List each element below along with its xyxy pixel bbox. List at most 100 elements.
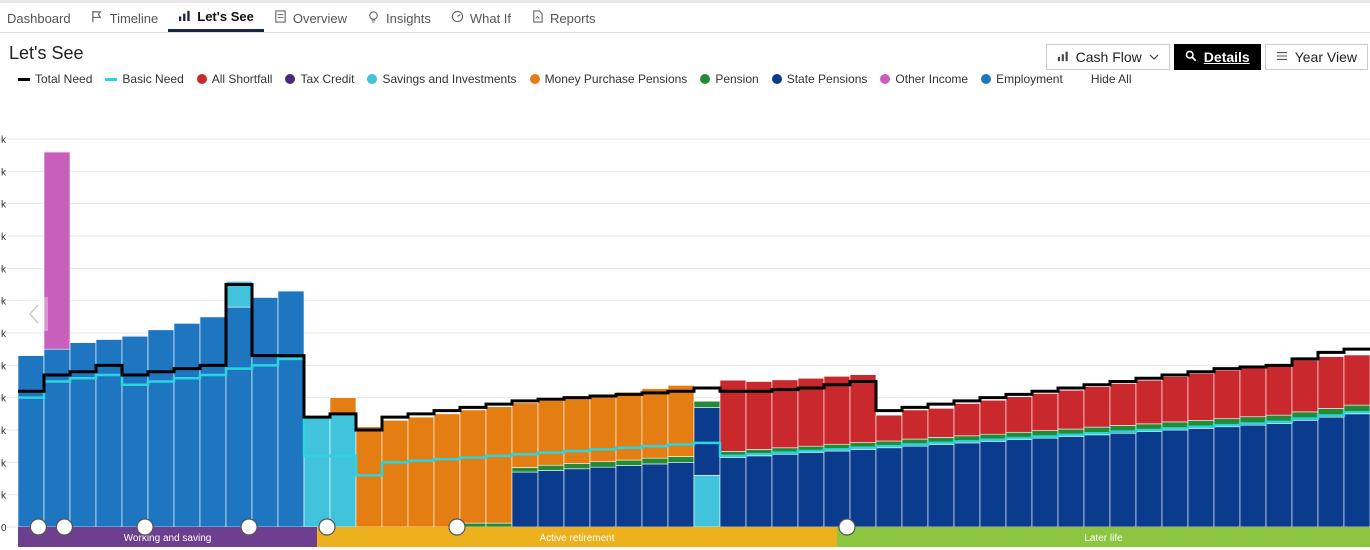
legend-all-shortfall[interactable]: All Shortfall (196, 72, 273, 86)
bar-segment-state-pensions (1031, 437, 1059, 528)
bar-chart-icon (1057, 49, 1069, 65)
legend-pension[interactable]: Pension (700, 72, 759, 86)
y-tick-label: k (1, 264, 7, 275)
phase-band (837, 527, 1370, 547)
scroll-left-button[interactable] (18, 297, 48, 331)
flag-icon (91, 10, 104, 26)
bar-segment-tax-credit (199, 315, 227, 318)
bar-segment-all-shortfall (1005, 396, 1033, 433)
bar-segment-all-shortfall (979, 399, 1007, 435)
bar-segment-all-shortfall (953, 403, 981, 437)
legend-label: State Pensions (786, 72, 868, 86)
bar-segment-state-pensions (1265, 423, 1293, 528)
bar-segment-state-pensions (1317, 416, 1345, 528)
tab-overview[interactable]: Overview (264, 4, 357, 32)
y-tick-label: k (1, 491, 7, 502)
calendar-icon[interactable] (838, 518, 856, 536)
bar-segment-pension (511, 467, 539, 473)
legend-basic-need[interactable]: Basic Need (105, 72, 184, 86)
legend-savings-investments[interactable]: Savings and Investments (367, 72, 517, 86)
hide-all-button[interactable]: Hide All (1090, 72, 1132, 86)
y-tick-label: k (1, 167, 7, 178)
bar-segment-state-pensions (849, 449, 877, 528)
bar-segment-employment (121, 335, 149, 528)
bar-segment-pension (693, 400, 721, 408)
bar-segment-pension (641, 457, 669, 465)
list-icon (1276, 49, 1288, 65)
legend-swatch (529, 74, 540, 84)
tab-lets-see[interactable]: Let's See (168, 4, 264, 32)
tab-timeline[interactable]: Timeline (81, 4, 169, 32)
bar-segment-money-purchase-pensions (407, 416, 435, 528)
legend-swatch (981, 74, 992, 84)
legend-label: Tax Credit (300, 72, 355, 86)
play-icon[interactable] (29, 518, 48, 536)
bar-segment-money-purchase-pensions (355, 426, 383, 528)
calendar-icon[interactable] (448, 518, 466, 536)
bar-segment-state-pensions (979, 441, 1007, 528)
bar-segment-tax-credit (43, 150, 71, 153)
y-tick-label: k (1, 135, 7, 146)
bar-segment-state-pensions (771, 453, 799, 528)
zoom-icon[interactable] (55, 518, 74, 536)
bar-segment-state-pensions (641, 463, 669, 528)
legend-label: Other Income (895, 72, 969, 86)
bar-segment-pension (537, 464, 565, 471)
bar-segment-employment (17, 355, 45, 528)
bar-segment-money-purchase-pensions (641, 388, 669, 459)
house-icon[interactable] (240, 518, 258, 536)
bar-segment-state-pensions (927, 444, 955, 528)
tab-reports[interactable]: Reports (521, 4, 606, 32)
legend-money-purchase-pensions[interactable]: Money Purchase Pensions (529, 72, 687, 86)
bar-segment-money-purchase-pensions (381, 419, 409, 528)
legend-label: All Shortfall (211, 72, 273, 86)
page-title: Let's See (9, 43, 84, 63)
bar-segment-employment (147, 329, 175, 528)
bar-segment-state-pensions (823, 450, 851, 528)
year-view-button[interactable]: Year View (1264, 44, 1368, 70)
tab-label: Let's See (197, 9, 254, 24)
bar-segment-savings-and-investments (693, 474, 721, 528)
zoom-icon[interactable] (318, 518, 336, 536)
bar-segment-state-pensions (1291, 419, 1319, 528)
document-icon (274, 10, 287, 26)
bar-segment-all-shortfall (901, 409, 929, 440)
tab-label: Dashboard (7, 10, 71, 26)
tab-dashboard[interactable]: Dashboard (0, 4, 81, 32)
tab-what-if[interactable]: What If (441, 4, 521, 32)
details-button[interactable]: Details (1173, 44, 1261, 70)
bar-segment-all-shortfall (1187, 373, 1215, 421)
bar-segment-tax-credit (225, 280, 253, 282)
top-bar (0, 0, 1370, 3)
legend-tax-credit[interactable]: Tax Credit (285, 72, 354, 86)
legend-state-pensions[interactable]: State Pensions (771, 72, 868, 86)
chevron-left-icon[interactable] (28, 304, 39, 324)
legend-label: Savings and Investments (382, 72, 517, 86)
bar-segment-all-shortfall (1057, 389, 1085, 430)
tab-insights[interactable]: Insights (357, 4, 441, 32)
legend-swatch (285, 74, 296, 84)
bar-segment-state-pensions (1213, 426, 1241, 528)
bar-segment-all-shortfall (1265, 364, 1293, 416)
report-icon (531, 10, 544, 26)
legend-swatch (105, 77, 118, 81)
bar-segment-pension (589, 461, 617, 468)
details-label: Details (1203, 49, 1250, 65)
legend-total-need[interactable]: Total Need (18, 72, 92, 86)
bar-segment-money-purchase-pensions (589, 395, 617, 462)
bandage-icon[interactable] (136, 518, 154, 536)
bar-segment-pension (667, 456, 695, 463)
cash-flow-dropdown[interactable]: Cash Flow (1045, 44, 1170, 70)
y-tick-label: k (1, 297, 7, 308)
bar-segment-money-purchase-pensions (511, 402, 539, 468)
bar-segment-money-purchase-pensions (459, 409, 487, 524)
y-tick-label: k (1, 394, 7, 405)
bar-segment-money-purchase-pensions (563, 397, 591, 464)
legend-employment[interactable]: Employment (981, 72, 1063, 86)
bar-segment-tax-credit (17, 354, 45, 356)
bar-segment-all-shortfall (1161, 376, 1189, 423)
legend-other-income[interactable]: Other Income (880, 72, 968, 86)
bar-segment-money-purchase-pensions (537, 400, 565, 466)
bar-segment-employment (225, 306, 253, 528)
bar-segment-all-shortfall (1239, 367, 1267, 418)
